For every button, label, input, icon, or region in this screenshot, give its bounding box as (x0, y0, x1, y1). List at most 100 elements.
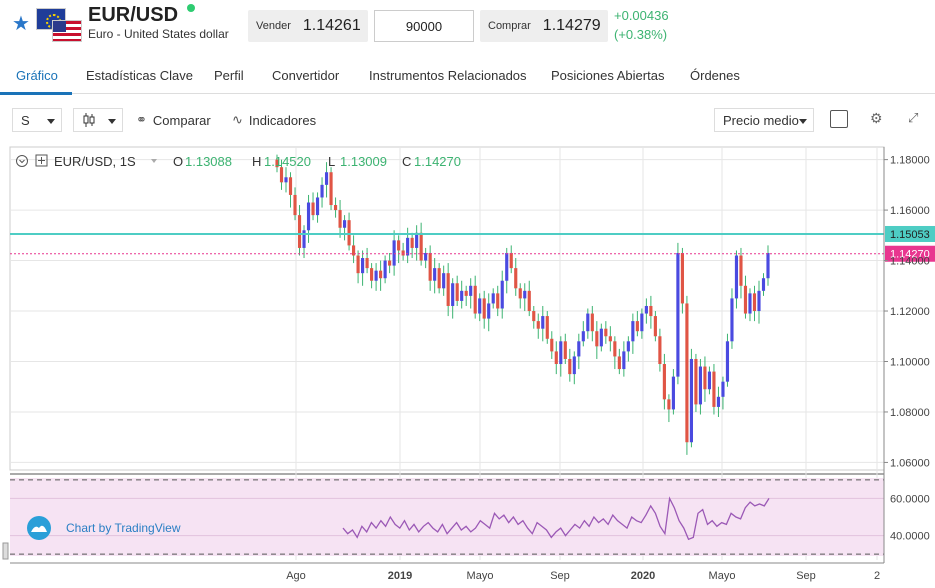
candle (320, 177, 324, 208)
candle-body (577, 341, 581, 357)
candle (590, 305, 594, 342)
tab-grafico[interactable]: Gráfico (16, 68, 58, 83)
indicators-icon: ∿ (232, 112, 243, 127)
candle (315, 192, 320, 223)
buy-button[interactable]: Comprar 1.14279 (480, 10, 608, 42)
candle-body (352, 245, 356, 256)
x-tick-label: 2019 (388, 570, 412, 582)
candle-body (446, 273, 450, 306)
chevron-down-icon (799, 119, 807, 124)
candle-body (527, 290, 531, 312)
interval-select[interactable]: S (12, 108, 62, 132)
candle-body (721, 381, 725, 397)
candle-body (761, 278, 766, 291)
candle-body (451, 283, 455, 306)
candle (505, 247, 509, 294)
bid-price-label: 1.15053 (890, 229, 930, 241)
candle (757, 280, 761, 324)
live-status-dot-icon (187, 4, 195, 12)
candle-body (640, 313, 644, 332)
candle-body (694, 358, 698, 405)
interval-value: S (21, 112, 30, 128)
candle-body (626, 341, 630, 352)
indicator-pane: Chart by TradingView (10, 478, 884, 556)
candle (297, 205, 302, 256)
candle-body (392, 240, 396, 266)
indicators-button[interactable]: ∿ Indicadores (232, 112, 316, 128)
candle-body (496, 293, 500, 309)
tab-estadisticas-clave[interactable]: Estadísticas Clave (86, 68, 193, 83)
candle-body (712, 371, 716, 407)
candle-body (752, 293, 757, 312)
price-chart[interactable]: Chart by TradingView 1.15053 1.14270 1.18… (0, 143, 935, 588)
chart-type-select[interactable] (73, 108, 123, 132)
legend-o-value: 1.13088 (185, 154, 232, 169)
overlay-layer: 1.15053 1.14270 (10, 225, 935, 262)
active-tab-indicator (0, 92, 72, 95)
legend-c-label: C (402, 154, 411, 169)
price-mode-select[interactable]: Precio medio (714, 108, 814, 132)
candle-body (604, 328, 608, 337)
candle-body (518, 288, 522, 299)
candle (397, 235, 401, 264)
candle-body (302, 230, 306, 248)
candle (469, 278, 473, 309)
candle (496, 285, 500, 317)
candle (703, 356, 707, 402)
y-tick-label: 1.10000 (890, 356, 930, 368)
drawing-toggle-checkbox[interactable] (830, 110, 848, 128)
candle-body (383, 260, 387, 279)
sell-label: Vender (256, 20, 291, 32)
tab-convertidor[interactable]: Convertidor (272, 68, 340, 83)
us-flag-icon (52, 20, 82, 42)
compare-button[interactable]: ⚭ Comparar (136, 112, 211, 128)
amount-input[interactable] (374, 10, 474, 42)
tab-perfil[interactable]: Perfil (214, 68, 244, 83)
candle (712, 364, 716, 415)
indicator-tick-label: 40.0000 (890, 531, 930, 543)
candle-body (415, 232, 419, 248)
candle-body (460, 290, 464, 301)
candle-body (595, 331, 599, 347)
fullscreen-icon[interactable]: ⤢ (908, 110, 919, 125)
candle (734, 250, 739, 309)
tab-ordenes[interactable]: Órdenes (690, 68, 740, 83)
candle-body (514, 268, 518, 289)
tab-posiciones-abiertas[interactable]: Posiciones Abiertas (551, 68, 665, 83)
candle (694, 353, 698, 412)
tab-bar: Gráfico Estadísticas Clave Perfil Conver… (0, 62, 935, 95)
last-price-label: 1.14270 (890, 249, 930, 261)
candle-body (437, 268, 441, 289)
gear-icon[interactable]: ⚙ (870, 110, 883, 126)
x-tick-label: Mayo (467, 570, 494, 582)
candle-body (766, 252, 770, 279)
chart-container[interactable]: Chart by TradingView 1.15053 1.14270 1.18… (0, 143, 935, 588)
candle-body (482, 298, 486, 319)
candle (752, 285, 757, 322)
candle-body (680, 252, 684, 304)
candle (356, 250, 360, 284)
y-tick-label: 1.06000 (890, 457, 930, 469)
candle-body (365, 258, 369, 269)
sell-button[interactable]: Vender 1.14261 (248, 10, 368, 42)
currency-flags (36, 8, 82, 42)
candle (716, 386, 721, 418)
x-tick-label: 2 (874, 570, 880, 582)
candle (329, 167, 333, 211)
candle (478, 293, 482, 322)
candle-body (545, 316, 549, 339)
candle (424, 247, 428, 269)
tab-instrumentos-relacionados[interactable]: Instrumentos Relacionados (369, 68, 527, 83)
candle-body (297, 215, 302, 248)
legend-c-value: 1.14270 (414, 154, 461, 169)
candle-body (730, 298, 734, 342)
candle (365, 247, 369, 274)
candle-body (478, 298, 482, 314)
candle (379, 260, 383, 291)
candle (410, 232, 414, 259)
candle (739, 247, 743, 299)
candle (563, 333, 567, 365)
candle-body (509, 252, 513, 269)
tradingview-logo-shape (31, 525, 47, 532)
star-icon[interactable]: ★ (12, 13, 30, 35)
